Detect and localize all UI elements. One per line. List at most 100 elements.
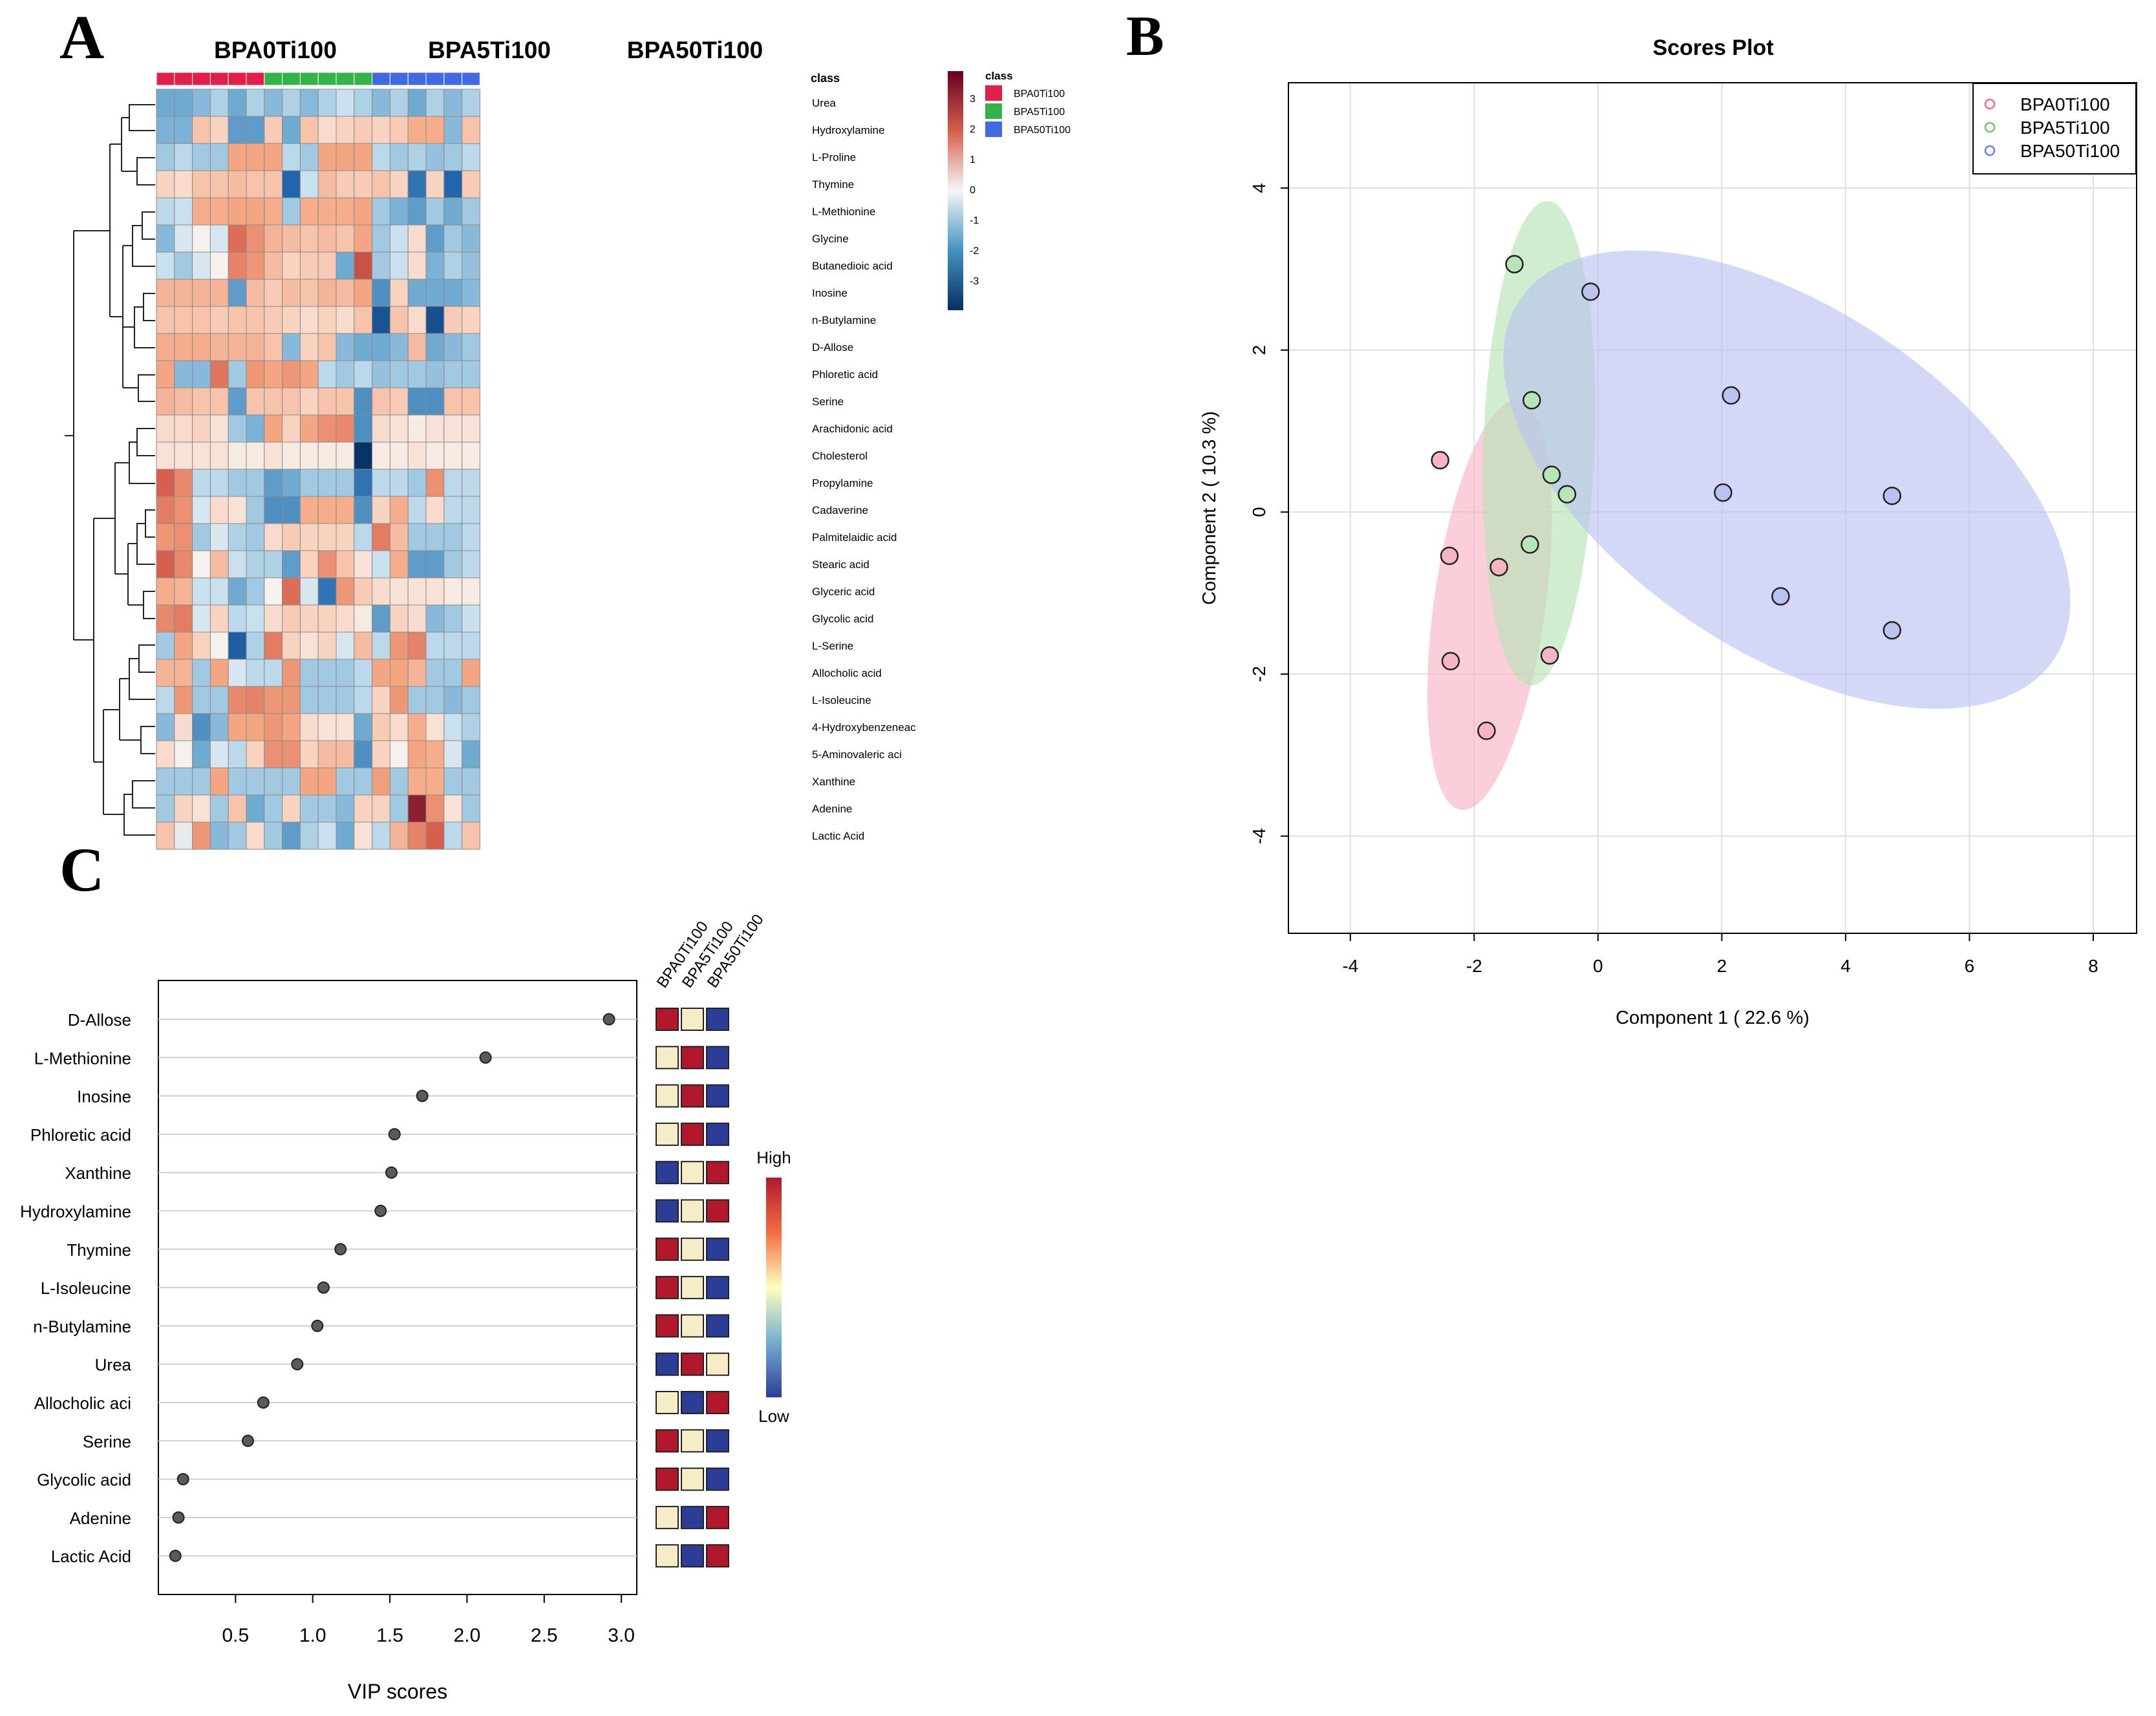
heatmap-row-label: Phloretic acid [812,368,878,381]
heatmap-cell [156,740,175,768]
heatmap-cell [264,713,283,741]
scores-plot-x-tick-label: -4 [1342,956,1358,976]
heatmap-cell [407,279,427,307]
heatmap-cell [389,659,409,687]
heatmap-cell [209,333,229,361]
heatmap-cell [389,116,409,144]
heatmap-cell [407,631,427,660]
heatmap-cell [192,794,211,823]
heatmap-cell [336,251,355,280]
heatmap-cell [174,143,193,171]
heatmap-cell [156,523,175,551]
heatmap-cell [336,387,355,416]
heatmap-cell [264,143,283,171]
heatmap-cell [317,116,337,144]
heatmap-cell [407,740,427,768]
vip-category-label: Urea [95,1355,132,1375]
heatmap-cell [282,170,301,198]
heatmap-cell [228,360,247,388]
vip-level-box [706,1391,729,1414]
vip-colorbar [766,1178,782,1397]
heatmap-class-cell [246,72,265,86]
heatmap-cell [462,496,480,524]
heatmap-cell [354,279,373,307]
scores-plot-y-tick-label: -4 [1249,828,1269,844]
heatmap-cell [372,251,390,280]
heatmap-cell [462,604,480,633]
heatmap-cell [209,821,229,850]
heatmap-cell [389,577,409,606]
heatmap-cell [407,116,427,144]
heatmap-cell [354,387,373,416]
scores-plot-point [1522,391,1541,410]
scores-plot-point [1557,485,1577,503]
heatmap-cell [354,143,373,171]
heatmap-cell [389,170,409,198]
heatmap-cell [425,360,445,388]
vip-level-box [656,1276,679,1300]
heatmap-cell [299,89,319,117]
vip-level-box [706,1122,729,1146]
heatmap-cell [462,686,480,714]
heatmap-class-cell [389,72,409,86]
heatmap-cell [354,821,373,850]
heatmap-cell [299,170,319,198]
vip-category-label: Xanthine [65,1163,131,1183]
heatmap-class-cell [192,72,211,86]
heatmap-cell [443,821,463,850]
vip-dot [317,1281,330,1294]
heatmap-cell [228,767,247,796]
heatmap-class-cell [425,72,445,86]
heatmap-cell [174,251,193,280]
heatmap-cell [299,469,319,497]
heatmap-cell [407,414,427,443]
vip-dot [374,1205,387,1217]
heatmap-cell [317,414,337,443]
heatmap-cell [443,740,463,768]
heatmap-cell [246,577,265,606]
heatmap-cell [246,333,265,361]
heatmap-cell [336,360,355,388]
heatmap-cell [246,821,265,850]
heatmap-cell [443,116,463,144]
heatmap-row-label: L-Serine [812,640,853,652]
heatmap-cell [299,659,319,687]
heatmap-row-label: Butanedioic acid [812,260,893,272]
vip-level-box [656,1505,679,1529]
heatmap-cell [372,604,390,633]
vip-level-box [656,1544,679,1568]
heatmap-cell [299,143,319,171]
vip-level-box [706,1199,729,1223]
heatmap-cell [462,170,480,198]
heatmap-cell [462,414,480,443]
heatmap-cell [156,224,175,253]
heatmap-class-cell [264,72,283,86]
heatmap-cell [462,224,480,253]
heatmap-row-label: Stearic acid [812,558,870,571]
heatmap-cell [209,143,229,171]
scores-plot-legend-label: BPA50Ti100 [2020,141,2120,161]
heatmap-cell [246,713,265,741]
vip-dot [334,1243,347,1256]
heatmap-cell [389,251,409,280]
heatmap-row-label: Arachidonic acid [812,423,893,435]
heatmap-cell [246,686,265,714]
heatmap-cell [299,523,319,551]
heatmap-cell [336,279,355,307]
heatmap-cell [174,224,193,253]
heatmap-cell [336,631,355,660]
heatmap-cell [228,279,247,307]
heatmap-cell [317,89,337,117]
heatmap-cell [192,170,211,198]
heatmap-cell [354,686,373,714]
heatmap-cell [462,631,480,660]
heatmap-cell [389,143,409,171]
vip-category-label: D-Allose [68,1010,131,1030]
heatmap-cell [336,170,355,198]
heatmap-cell [246,360,265,388]
heatmap-cell [174,333,193,361]
heatmap-row-label: Palmitelaidic acid [812,531,897,544]
vip-level-box [656,1161,679,1185]
vip-level-box [656,1084,679,1108]
